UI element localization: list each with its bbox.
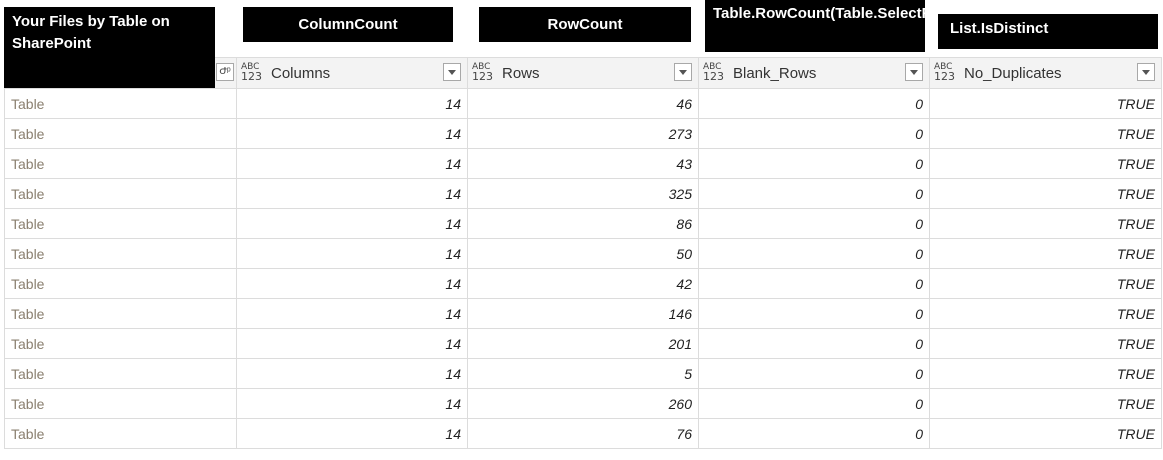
table-link-cell[interactable]: Table [4, 388, 237, 419]
no-duplicates-cell[interactable]: TRUE [929, 148, 1162, 179]
blank-rows-cell[interactable]: 0 [698, 238, 930, 269]
columns-cell[interactable]: 14 [236, 358, 468, 389]
blank-rows-cell[interactable]: 0 [698, 118, 930, 149]
callout-is-distinct: List.IsDistinct [938, 14, 1158, 49]
rows-cell[interactable]: 86 [467, 208, 699, 239]
columns-cell[interactable]: 14 [236, 418, 468, 449]
table-link-cell[interactable]: Table [4, 118, 237, 149]
table-link-cell[interactable]: Table [4, 178, 237, 209]
rows-cell[interactable]: 50 [467, 238, 699, 269]
any-type-icon[interactable]: ABC 123 [934, 62, 955, 83]
rows-cell[interactable]: 46 [467, 88, 699, 119]
no-duplicates-cell[interactable]: TRUE [929, 328, 1162, 359]
columns-cell[interactable]: 14 [236, 118, 468, 149]
columns-cell[interactable]: 14 [236, 178, 468, 209]
table-link-cell[interactable]: Table [4, 238, 237, 269]
rows-cell[interactable]: 5 [467, 358, 699, 389]
no-duplicates-cell[interactable]: TRUE [929, 268, 1162, 299]
table-row[interactable]: Table 14 76 0 TRUE [4, 418, 1162, 449]
no-duplicates-cell[interactable]: TRUE [929, 388, 1162, 419]
table-link-cell[interactable]: Table [4, 298, 237, 329]
table-link-cell[interactable]: Table [4, 268, 237, 299]
callout-blank-rows-formula: Table.RowCount(Table.SelectRows)) [705, 0, 972, 52]
column-label: No_Duplicates [964, 65, 1062, 82]
table-row[interactable]: Table 14 325 0 TRUE [4, 178, 1162, 209]
table-link-cell[interactable]: Table [4, 88, 237, 119]
expand-column-icon[interactable]: Ժᵖ [216, 63, 234, 81]
table-row[interactable]: Table 14 201 0 TRUE [4, 328, 1162, 359]
table-row[interactable]: Table 14 43 0 TRUE [4, 148, 1162, 179]
table-row[interactable]: Table 14 146 0 TRUE [4, 298, 1162, 329]
blank-rows-cell[interactable]: 0 [698, 88, 930, 119]
rows-cell[interactable]: 260 [467, 388, 699, 419]
rows-cell[interactable]: 201 [467, 328, 699, 359]
rows-cell[interactable]: 76 [467, 418, 699, 449]
any-type-icon[interactable]: ABC 123 [472, 62, 493, 83]
blank-rows-cell[interactable]: 0 [698, 178, 930, 209]
no-duplicates-cell[interactable]: TRUE [929, 88, 1162, 119]
rows-cell[interactable]: 146 [467, 298, 699, 329]
column-header-blank-rows[interactable]: ABC 123 Blank_Rows [698, 57, 930, 89]
blank-rows-cell[interactable]: 0 [698, 268, 930, 299]
no-duplicates-cell[interactable]: TRUE [929, 208, 1162, 239]
filter-dropdown-icon[interactable] [443, 63, 461, 81]
blank-rows-cell[interactable]: 0 [698, 388, 930, 419]
table-link-cell[interactable]: Table [4, 208, 237, 239]
any-type-icon[interactable]: ABC 123 [241, 62, 262, 83]
no-duplicates-cell[interactable]: TRUE [929, 178, 1162, 209]
blank-rows-cell[interactable]: 0 [698, 148, 930, 179]
columns-cell[interactable]: 14 [236, 268, 468, 299]
columns-cell[interactable]: 14 [236, 238, 468, 269]
no-duplicates-cell[interactable]: TRUE [929, 238, 1162, 269]
callout-files-by-table: Your Files by Table on SharePoint [4, 7, 215, 88]
no-duplicates-cell[interactable]: TRUE [929, 298, 1162, 329]
rows-cell[interactable]: 42 [467, 268, 699, 299]
filter-dropdown-icon[interactable] [674, 63, 692, 81]
any-type-icon[interactable]: ABC 123 [703, 62, 724, 83]
table-row[interactable]: Table 14 46 0 TRUE [4, 88, 1162, 119]
table-link-cell[interactable]: Table [4, 328, 237, 359]
columns-cell[interactable]: 14 [236, 328, 468, 359]
table-row[interactable]: Table 14 5 0 TRUE [4, 358, 1162, 389]
blank-rows-cell[interactable]: 0 [698, 418, 930, 449]
column-label: Blank_Rows [733, 65, 817, 82]
table-link-cell[interactable]: Table [4, 358, 237, 389]
query-results-grid: Ժᵖ ABC 123 Columns ABC 123 Rows [4, 57, 1162, 449]
rows-cell[interactable]: 43 [467, 148, 699, 179]
table-row[interactable]: Table 14 273 0 TRUE [4, 118, 1162, 149]
callout-row-count: RowCount [479, 7, 691, 42]
columns-cell[interactable]: 14 [236, 388, 468, 419]
blank-rows-cell[interactable]: 0 [698, 298, 930, 329]
columns-cell[interactable]: 14 [236, 88, 468, 119]
columns-cell[interactable]: 14 [236, 208, 468, 239]
blank-rows-cell[interactable]: 0 [698, 208, 930, 239]
rows-cell[interactable]: 273 [467, 118, 699, 149]
column-header-columns[interactable]: ABC 123 Columns [236, 57, 468, 89]
column-header-no-duplicates[interactable]: ABC 123 No_Duplicates [929, 57, 1162, 89]
table-row[interactable]: Table 14 260 0 TRUE [4, 388, 1162, 419]
rows-cell[interactable]: 325 [467, 178, 699, 209]
filter-dropdown-icon[interactable] [905, 63, 923, 81]
table-row[interactable]: Table 14 50 0 TRUE [4, 238, 1162, 269]
table-link-cell[interactable]: Table [4, 418, 237, 449]
blank-rows-cell[interactable]: 0 [698, 328, 930, 359]
column-label: Columns [271, 65, 331, 82]
columns-cell[interactable]: 14 [236, 298, 468, 329]
blank-rows-cell[interactable]: 0 [698, 358, 930, 389]
columns-cell[interactable]: 14 [236, 148, 468, 179]
table-row[interactable]: Table 14 86 0 TRUE [4, 208, 1162, 239]
table-row[interactable]: Table 14 42 0 TRUE [4, 268, 1162, 299]
filter-dropdown-icon[interactable] [1137, 63, 1155, 81]
table-link-cell[interactable]: Table [4, 148, 237, 179]
callout-column-count: ColumnCount [243, 7, 453, 42]
no-duplicates-cell[interactable]: TRUE [929, 118, 1162, 149]
grid-body: Table 14 46 0 TRUE Table 14 273 0 TRUE Table 14 43 0 T… [4, 88, 1162, 449]
column-label: Rows [502, 65, 540, 82]
column-header-rows[interactable]: ABC 123 Rows [467, 57, 699, 89]
no-duplicates-cell[interactable]: TRUE [929, 418, 1162, 449]
no-duplicates-cell[interactable]: TRUE [929, 358, 1162, 389]
